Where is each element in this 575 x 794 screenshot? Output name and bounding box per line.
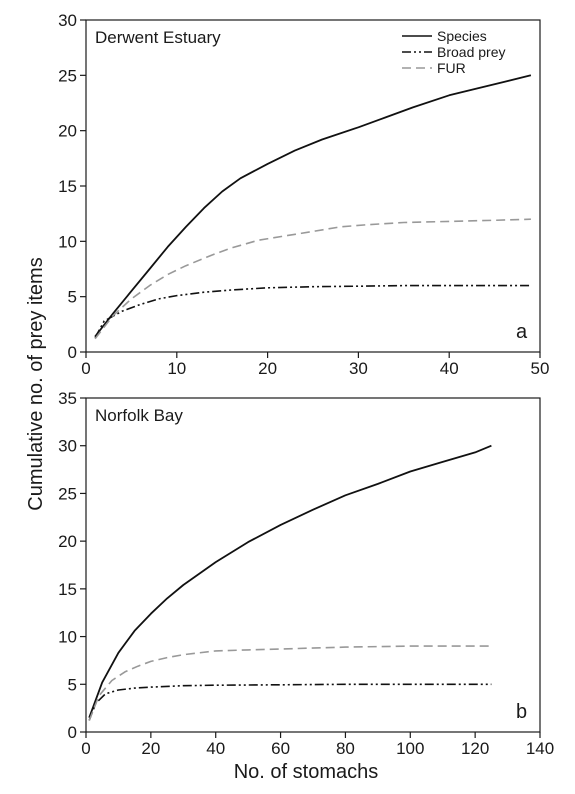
panel-b-series-species bbox=[88, 444, 492, 719]
panel-a-series-broad-prey bbox=[94, 284, 531, 338]
panel-b-series-broad-prey bbox=[88, 683, 492, 721]
x-axis-title: No. of stomachs bbox=[234, 761, 379, 783]
panel-b-y-tick-label: 25 bbox=[58, 484, 77, 503]
panel-a-x-tick-label: 10 bbox=[167, 359, 186, 378]
panel-a-y-tick-label: 25 bbox=[58, 66, 77, 85]
panel-b-x-tick-label: 80 bbox=[336, 739, 355, 758]
panel-a-x-tick-label: 50 bbox=[531, 359, 550, 378]
panel-a-x-tick-label: 20 bbox=[258, 359, 277, 378]
panel-a-plot-frame bbox=[85, 19, 541, 353]
legend-label-fur: FUR bbox=[437, 60, 466, 76]
panel-a-y-tick-label: 0 bbox=[68, 343, 77, 362]
legend-label-species: Species bbox=[437, 28, 487, 44]
y-axis-title: Cumulative no. of prey items bbox=[25, 257, 47, 510]
panel-b-x-tick-label: 140 bbox=[526, 739, 554, 758]
panel-a-x-tick-label: 0 bbox=[81, 359, 90, 378]
panel-b-plot-frame bbox=[85, 397, 541, 733]
panel-a-series-species bbox=[94, 74, 532, 338]
panel-b-y-tick-label: 0 bbox=[68, 723, 77, 742]
panel-a-y-tick-label: 30 bbox=[58, 11, 77, 30]
panel-b-letter: b bbox=[516, 701, 527, 723]
panel-b-x-tick-label: 0 bbox=[81, 739, 90, 758]
panel-b-x-tick-label: 60 bbox=[271, 739, 290, 758]
panel-a-x-tick-label: 40 bbox=[440, 359, 459, 378]
panel-b-y-tick-label: 15 bbox=[58, 580, 77, 599]
panel-b-y-tick-label: 35 bbox=[58, 389, 77, 408]
panel-b-x-tick-label: 40 bbox=[206, 739, 225, 758]
panel-b-series-fur bbox=[88, 645, 492, 721]
panel-b-x-tick-label: 100 bbox=[396, 739, 424, 758]
legend-label-broad-prey: Broad prey bbox=[437, 44, 505, 60]
panel-b-y-tick-label: 5 bbox=[68, 675, 77, 694]
panel-b-x-tick-label: 20 bbox=[141, 739, 160, 758]
panel-a-letter: a bbox=[516, 321, 528, 343]
panel-b-y-tick-label: 20 bbox=[58, 532, 77, 551]
panel-a-title: Derwent Estuary bbox=[95, 28, 221, 47]
panel-a-y-tick-label: 10 bbox=[58, 232, 77, 251]
panel-a-x-tick-label: 30 bbox=[349, 359, 368, 378]
panel-b-y-tick-label: 10 bbox=[58, 628, 77, 647]
panel-b-title: Norfolk Bay bbox=[95, 406, 183, 425]
panel-b-x-tick-label: 120 bbox=[461, 739, 489, 758]
panel-a-series-fur bbox=[94, 218, 531, 340]
panel-b-y-tick-label: 30 bbox=[58, 437, 77, 456]
panel-a-y-tick-label: 15 bbox=[58, 177, 77, 196]
panel-a-y-tick-label: 20 bbox=[58, 122, 77, 141]
panel-a-y-tick-label: 5 bbox=[68, 288, 77, 307]
